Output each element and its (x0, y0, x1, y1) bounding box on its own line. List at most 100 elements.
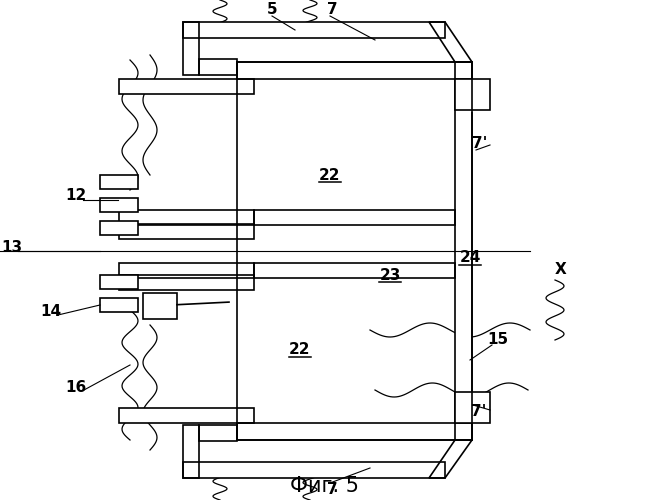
Bar (119, 224, 254, 239)
Bar (119, 94, 254, 210)
Bar (100, 175, 138, 189)
Bar (100, 275, 138, 289)
Bar (119, 263, 254, 278)
Bar (100, 198, 138, 212)
Bar (119, 210, 254, 225)
Text: 22: 22 (289, 342, 311, 357)
Text: 12: 12 (65, 188, 87, 202)
Bar (100, 198, 138, 212)
Bar (119, 79, 254, 94)
Text: 16: 16 (65, 380, 87, 394)
Bar (119, 175, 138, 312)
Bar (183, 425, 199, 478)
Bar (237, 62, 472, 79)
Bar (183, 462, 445, 478)
Bar (237, 62, 472, 79)
Bar (455, 79, 490, 110)
Bar (455, 392, 490, 423)
Bar (199, 425, 237, 441)
Bar (119, 79, 254, 94)
Bar (254, 225, 455, 263)
Bar (100, 298, 138, 312)
Bar (119, 275, 254, 290)
Bar (237, 62, 472, 440)
Polygon shape (429, 22, 472, 62)
Bar (119, 79, 254, 94)
Bar (183, 22, 199, 75)
Polygon shape (429, 440, 472, 478)
Text: 24: 24 (460, 250, 480, 266)
Bar (143, 293, 177, 319)
Bar (237, 62, 472, 440)
Bar (119, 210, 254, 225)
Bar (183, 462, 445, 478)
Bar (119, 408, 254, 423)
Bar (183, 22, 199, 75)
Bar (455, 392, 490, 423)
Bar (199, 441, 429, 478)
Text: 7': 7' (471, 404, 487, 419)
Bar (183, 22, 199, 75)
Text: 15: 15 (488, 332, 508, 347)
Bar (100, 175, 138, 189)
Bar (100, 221, 138, 235)
Text: 7: 7 (327, 482, 337, 496)
Bar (183, 22, 445, 75)
Bar (254, 263, 455, 278)
Bar (119, 408, 254, 423)
Bar (119, 408, 254, 423)
Bar (237, 423, 472, 440)
Text: 5: 5 (267, 2, 277, 18)
Text: 23: 23 (380, 268, 400, 282)
Text: Фиг. 5: Фиг. 5 (290, 476, 359, 496)
Bar (455, 79, 490, 110)
Bar (119, 263, 254, 278)
Bar (119, 224, 254, 239)
Text: 7': 7' (473, 136, 488, 150)
Bar (143, 293, 177, 319)
Bar (183, 22, 445, 38)
Bar (119, 239, 254, 263)
Bar (100, 298, 138, 312)
Text: 22: 22 (319, 168, 340, 182)
Text: 7: 7 (327, 2, 337, 18)
Bar (199, 425, 237, 441)
Bar (199, 59, 237, 75)
Bar (100, 298, 138, 312)
Bar (237, 62, 472, 79)
Text: 14: 14 (40, 304, 62, 320)
Bar (254, 263, 455, 278)
Bar (455, 79, 490, 110)
Bar (100, 198, 138, 212)
Bar (199, 59, 237, 75)
Bar (254, 79, 455, 210)
Bar (456, 110, 490, 112)
Bar (183, 425, 445, 478)
Bar (143, 293, 177, 319)
Bar (455, 62, 472, 440)
Bar (119, 275, 254, 290)
Bar (199, 38, 429, 75)
Bar (254, 210, 455, 225)
Bar (455, 62, 472, 440)
Bar (254, 263, 455, 278)
Bar (119, 290, 254, 408)
Bar (254, 278, 455, 423)
Text: X: X (555, 262, 567, 278)
Bar (119, 224, 254, 239)
Bar (100, 221, 138, 235)
Bar (183, 22, 445, 38)
Bar (119, 263, 254, 278)
Bar (199, 59, 237, 75)
Bar (119, 275, 254, 290)
Bar (183, 22, 445, 38)
Bar (183, 462, 445, 478)
Bar (100, 221, 138, 235)
Bar (237, 423, 472, 440)
Text: 13: 13 (1, 240, 23, 254)
Bar (119, 210, 254, 225)
Bar (183, 425, 199, 478)
Bar (199, 425, 237, 441)
Bar (455, 392, 490, 423)
Bar (237, 423, 472, 440)
